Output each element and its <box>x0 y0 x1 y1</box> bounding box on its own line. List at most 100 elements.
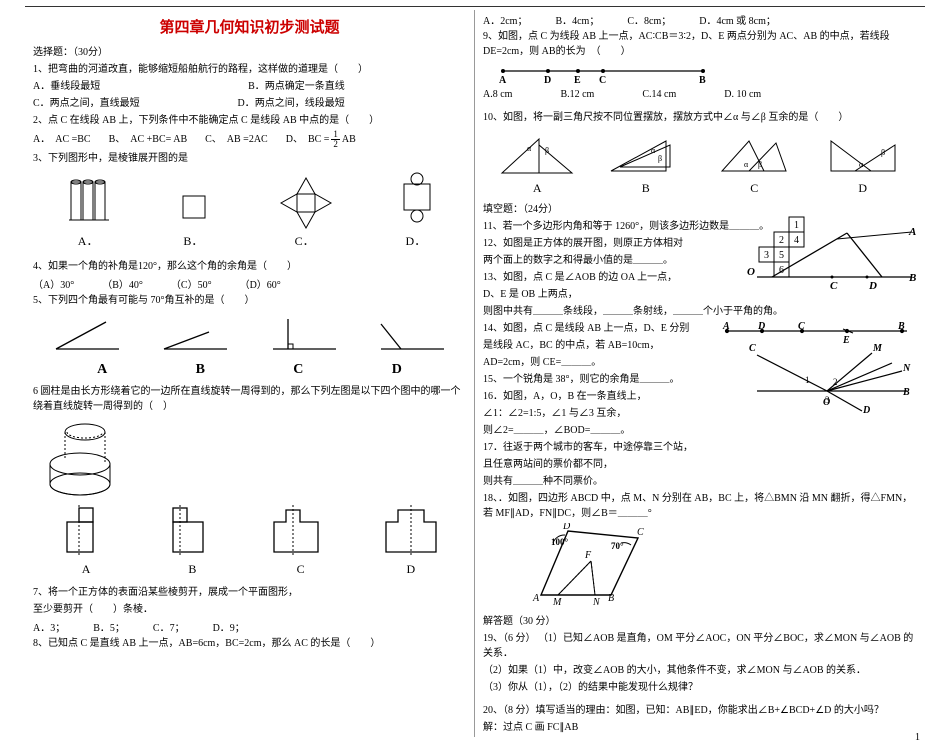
q8-opt-d: D．4cm 或 8cm； <box>699 12 776 27</box>
section-answer: 解答题（30 分） <box>483 614 917 629</box>
q4-opt-a: （A）30° <box>33 276 74 291</box>
q8-opt-b: B．4cm； <box>555 12 599 27</box>
svg-text:C: C <box>599 75 606 86</box>
svg-text:α: α <box>859 160 864 169</box>
svg-text:β: β <box>758 160 762 169</box>
q10-fig-a: αβ <box>497 131 577 179</box>
q7-opt-b: B．5； <box>93 619 125 634</box>
svg-text:B: B <box>897 321 905 332</box>
q7-text: 7、将一个正方体的表面沿某些棱剪开，展成一个平面图形， <box>33 585 466 600</box>
q1-opt-d: D．两点之间，线段最短 <box>238 96 345 111</box>
q6-fig-d <box>380 502 442 560</box>
q18-figure: DC AM BN F 100° 70° <box>503 523 653 608</box>
q18-text: 18、．如图，四边形 ABCD 中，点 M、N 分别在 AB，BC 上，将△BM… <box>483 491 917 521</box>
q8-text: 8、已知点 C 是直线 AB 上一点，AB=6cm，BC=2cm，那么 AC 的… <box>33 636 466 651</box>
section-choice: 选择题：（30分） <box>33 45 466 60</box>
q9-figure: A D E C B <box>493 61 713 87</box>
svg-text:M: M <box>552 597 562 608</box>
q1-opt-a: A．垂线段最短 <box>33 79 100 94</box>
q1-opt-c: C．两点之间，直线最短 <box>33 96 140 111</box>
svg-text:A: A <box>532 593 540 604</box>
q19-text2: （2）如果（1）中，改变∠AOB 的大小，其他条件不变，求∠MON 与∠AOB … <box>483 663 917 678</box>
q13-text3: 则图中共有＿＿＿条线段，＿＿＿条射线，＿＿＿个小于平角的角。 <box>483 304 917 319</box>
q17-text3: 则共有＿＿＿种不同票价。 <box>483 474 917 489</box>
q10-fig-b: αβ <box>606 131 686 179</box>
svg-text:D: D <box>868 280 877 292</box>
q19-text3: （3）你从（1），（2）的结果中能发现什么规律？ <box>483 680 917 695</box>
svg-text:E: E <box>574 75 581 86</box>
q5-figures <box>33 314 466 354</box>
q8-opt-c: C．8cm； <box>627 12 671 27</box>
svg-text:B: B <box>902 387 910 398</box>
q2-opt-a: A． AC =BC <box>33 132 91 147</box>
q9-opt-a: A.8 cm <box>483 89 512 100</box>
q3-fig-c <box>270 172 340 230</box>
svg-text:E: E <box>842 335 850 346</box>
q6-fig-c <box>270 502 332 560</box>
q2-opt-d: D、 BC = 1 2 AB <box>286 130 356 149</box>
q6-cylinder <box>45 418 133 496</box>
q8-opt-a: A．2cm； <box>483 12 527 27</box>
svg-text:B: B <box>908 272 916 284</box>
q17-text1: 17．往返于两个城市的客车，中途停靠三个站， <box>483 440 917 455</box>
svg-text:β: β <box>545 146 549 155</box>
svg-text:β: β <box>658 154 662 163</box>
q6-figures: A B C D <box>33 502 466 577</box>
q5-fig-c <box>268 314 340 354</box>
q4-text: 4、如果一个角的补角是120°，那么这个角的余角是（ ） <box>33 259 466 274</box>
svg-text:C: C <box>798 321 805 332</box>
svg-text:5: 5 <box>779 250 784 261</box>
q6-text: 6 圆柱是由长方形绕着它的一边所在直线旋转一周得到的，那么下列左图是以下四个图中… <box>33 384 466 414</box>
q9-opt-d: D. 10 cm <box>724 89 761 100</box>
q6-fig-a <box>57 502 115 560</box>
q10-fig-d: αβ <box>823 131 903 179</box>
svg-text:1: 1 <box>794 220 799 231</box>
q4-opt-b: （B）40° <box>102 276 143 291</box>
svg-text:D: D <box>757 321 765 332</box>
q5-fig-b <box>159 314 231 354</box>
q6-fig-b <box>163 502 221 560</box>
q20-text: 20、（8 分）填写适当的理由：如图，已知：AB∥ED，你能求出∠B+∠BCD+… <box>483 703 917 718</box>
q10-figures: αβ A αβ B αβ C αβ D <box>483 131 917 196</box>
q4-opt-d: （D）60° <box>240 276 281 291</box>
svg-text:M: M <box>872 343 883 354</box>
svg-text:C: C <box>637 527 644 538</box>
svg-text:2: 2 <box>833 377 838 387</box>
page-number: 1 <box>915 732 920 743</box>
q9-opt-c: C.14 cm <box>642 89 676 100</box>
title: 第四章几何知识初步测试题 <box>33 16 466 37</box>
q10-fig-c: αβ <box>714 131 794 179</box>
q3-fig-d <box>392 172 440 230</box>
q10-text: 10、如图，将一副三角尺按不同位置摆放，摆放方式中∠α 与∠β 互余的是（ ） <box>483 110 917 125</box>
svg-text:B: B <box>699 75 706 86</box>
svg-text:D: D <box>862 405 870 413</box>
svg-text:A: A <box>499 75 507 86</box>
q12-13-figure: 1 2 4 3 5 6 OA CDB <box>727 215 917 295</box>
q5-text: 5、下列四个角最有可能与 70°角互补的是（ ） <box>33 293 466 308</box>
svg-text:1: 1 <box>805 375 810 385</box>
svg-text:α: α <box>744 160 749 169</box>
q20-text2: 解：过点 C 画 FC∥AB <box>483 720 917 735</box>
q2-opt-b: B、 AC +BC= AB <box>109 132 188 147</box>
q4-opt-c: （C）50° <box>171 276 212 291</box>
svg-text:N: N <box>592 597 601 608</box>
svg-text:2: 2 <box>779 235 784 246</box>
q2-text: 2、点 C 在线段 AB 上，下列条件中不能确定点 C 是线段 AB 中点的是（… <box>33 113 466 128</box>
q17-text2: 且任意两站间的票价都不同， <box>483 457 917 472</box>
svg-text:4: 4 <box>794 235 799 246</box>
q5-fig-d <box>376 314 448 354</box>
svg-text:C: C <box>830 280 838 292</box>
svg-text:D: D <box>544 75 551 86</box>
q1-opt-b: B．两点确定一条直线 <box>248 79 345 94</box>
q7-opt-d: D．9； <box>213 619 245 634</box>
q3-fig-b <box>169 172 217 230</box>
q7-opt-c: C．7； <box>153 619 185 634</box>
svg-text:α: α <box>527 144 532 153</box>
svg-text:N: N <box>902 363 911 374</box>
svg-text:D: D <box>562 523 571 532</box>
q1-text: 1、把弯曲的河道改直，能够缩短船舶航行的路程，这样做的道理是（ ） <box>33 62 466 77</box>
q7-opt-a: A．3； <box>33 619 65 634</box>
svg-text:C: C <box>749 343 756 354</box>
q9-opt-b: B.12 cm <box>560 89 594 100</box>
svg-text:B: B <box>608 593 614 604</box>
